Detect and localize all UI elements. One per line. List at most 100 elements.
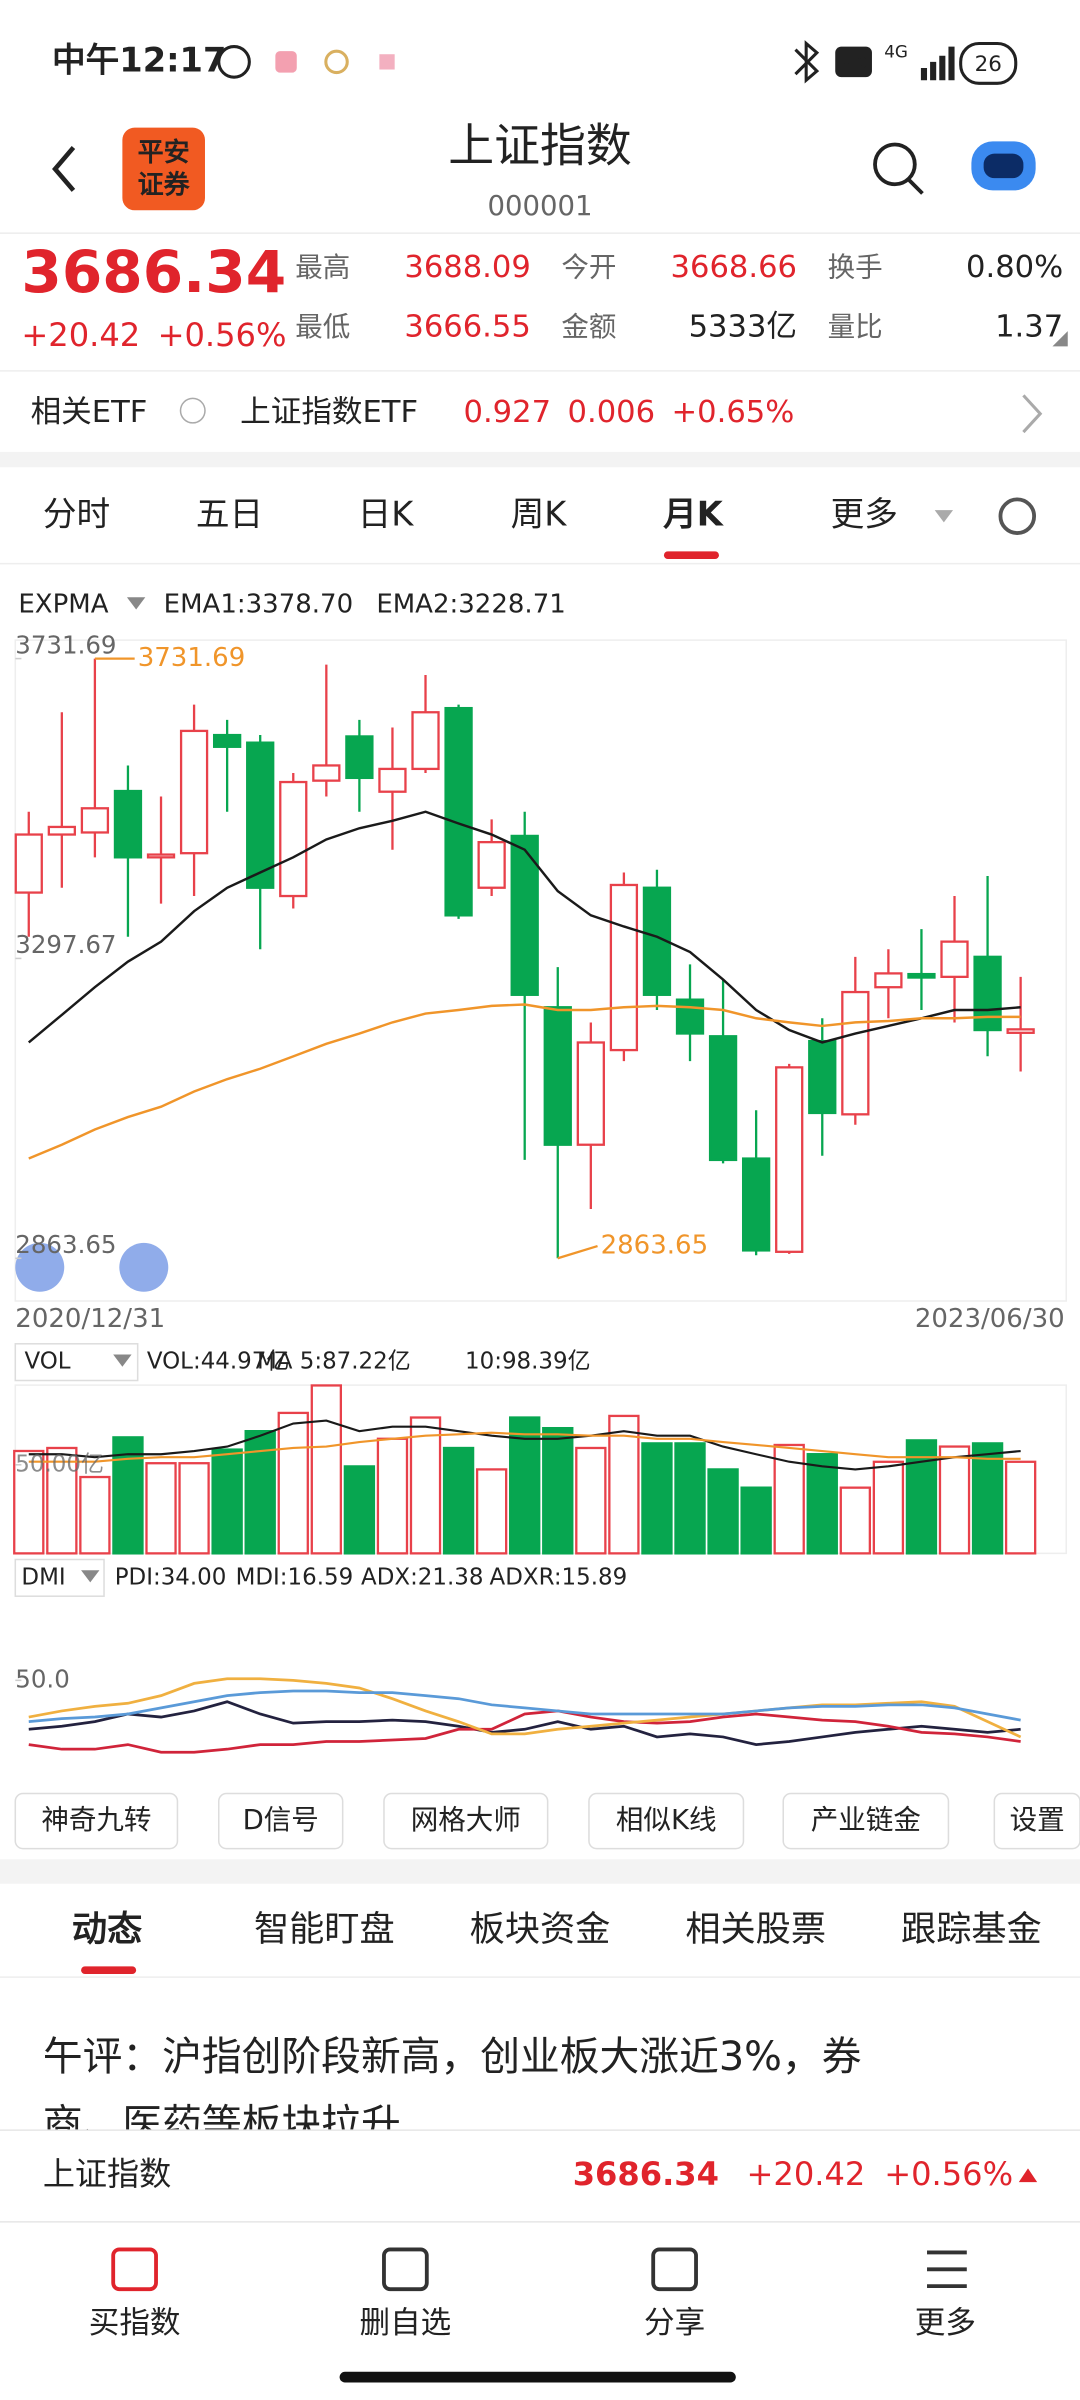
tool-button[interactable] xyxy=(14,1792,179,1850)
x-tick-label: 2023/06/30 xyxy=(915,1304,1065,1334)
back-button[interactable] xyxy=(52,146,76,192)
news-headline[interactable]: 午评：沪指创阶段新高，创业板大涨近3%，券 xyxy=(43,2034,862,2080)
stat-value: 1.37 xyxy=(995,310,1063,345)
tool-button[interactable] xyxy=(217,1792,344,1850)
footer-bg xyxy=(0,2130,1080,2400)
home-indicator xyxy=(339,2371,736,2383)
search-button[interactable] xyxy=(873,142,917,187)
indicator-line xyxy=(28,1677,1022,1739)
info-icon[interactable] xyxy=(179,397,206,424)
nav-label[interactable]: 删自选 xyxy=(360,2306,452,2341)
logo-text: 证券 xyxy=(138,170,191,200)
stat-label: 最低 xyxy=(295,311,350,343)
candle-body xyxy=(907,972,936,979)
nav-label[interactable]: 分享 xyxy=(644,2306,705,2341)
y-tick-label: 3297.67 xyxy=(15,930,116,959)
candle-body xyxy=(775,1066,804,1253)
news-tab[interactable]: 智能盯盘 xyxy=(254,1909,395,1950)
volume-bar xyxy=(740,1486,772,1555)
collapse-button[interactable] xyxy=(15,1242,65,1292)
legend-entry: ADX:21.38 xyxy=(361,1564,483,1590)
hd-label: HD xyxy=(840,52,868,72)
period-tab[interactable]: 更多 xyxy=(831,495,898,534)
legend-entry: ADXR:15.89 xyxy=(490,1564,628,1590)
legend-entry: MDI:16.59 xyxy=(236,1564,354,1590)
share-icon[interactable] xyxy=(651,2247,698,2292)
volume-bar xyxy=(905,1439,938,1555)
dmi-selector[interactable] xyxy=(14,1558,105,1597)
volume-bar xyxy=(310,1384,343,1555)
candle-body xyxy=(411,711,440,771)
fullscreen-button[interactable] xyxy=(119,1242,169,1292)
news-tab[interactable]: 相关股票 xyxy=(685,1909,826,1950)
candle-body xyxy=(973,955,1002,1032)
period-tab[interactable]: 周K xyxy=(511,495,568,534)
vol-selector[interactable] xyxy=(14,1343,139,1382)
volume-bar xyxy=(112,1436,144,1555)
settings-button[interactable] xyxy=(998,497,1037,535)
x-tick-label: 2020/12/31 xyxy=(15,1304,165,1334)
annotation-label: 3731.69 xyxy=(138,643,246,673)
indicator-title: VOL xyxy=(24,1349,70,1375)
indicator-line xyxy=(28,1709,1021,1754)
candle-body xyxy=(179,729,209,855)
period-tab[interactable]: 五日 xyxy=(196,495,263,534)
battery-icon xyxy=(959,41,1018,85)
stat-label: 今开 xyxy=(561,251,616,283)
remove-icon[interactable] xyxy=(382,2247,429,2292)
tool-label: 相似K线 xyxy=(616,1804,717,1836)
indicator-line xyxy=(27,810,1021,1044)
news-tab[interactable]: 跟踪基金 xyxy=(901,1909,1042,1950)
stat-label: 最高 xyxy=(295,251,350,283)
nav-label[interactable]: 更多 xyxy=(915,2306,976,2341)
period-tab[interactable]: 分时 xyxy=(43,495,110,534)
volume-bar xyxy=(277,1411,309,1555)
etf-price: 0.927 xyxy=(464,395,552,430)
period-tab[interactable]: 日K xyxy=(358,495,415,534)
ticker-price: 3686.34 xyxy=(573,2155,719,2193)
alarm-icon xyxy=(217,45,251,79)
volume-bar xyxy=(13,1449,45,1555)
etf-label: 相关ETF xyxy=(31,395,148,430)
candle-body xyxy=(80,807,110,834)
news-tab[interactable]: 动态 xyxy=(72,1909,142,1950)
volume-bar xyxy=(608,1414,640,1555)
dropdown-arrow[interactable] xyxy=(126,597,146,610)
tool-button[interactable] xyxy=(383,1792,549,1850)
nav-label[interactable]: 买指数 xyxy=(89,2306,181,2341)
volume-bar xyxy=(178,1462,210,1555)
candle-body xyxy=(576,1041,605,1146)
legend-entry: EMA1:3378.70 xyxy=(164,589,353,619)
app-icon xyxy=(275,51,297,73)
indicator-title: DMI xyxy=(21,1564,65,1590)
candle-body xyxy=(1006,1028,1035,1034)
indicator-line xyxy=(28,1003,1021,1160)
tool-button[interactable] xyxy=(782,1792,950,1850)
candle-body xyxy=(378,767,407,793)
stat-label: 金额 xyxy=(561,311,616,343)
legend-entry: EMA2:3228.71 xyxy=(376,589,565,619)
tool-button[interactable] xyxy=(588,1792,745,1850)
candle-body xyxy=(543,1006,572,1146)
volume-bar xyxy=(872,1460,905,1555)
legend-entry: 10:98.39亿 xyxy=(465,1349,591,1375)
more-icon[interactable] xyxy=(927,2250,967,2289)
candle-body xyxy=(312,764,341,782)
dropdown-arrow xyxy=(81,1570,100,1583)
tool-label: 神奇九转 xyxy=(41,1804,151,1836)
candle-body xyxy=(212,733,242,748)
annotation-label: 2863.65 xyxy=(601,1231,709,1261)
news-tab[interactable]: 板块资金 xyxy=(470,1909,611,1950)
etf-chevron[interactable] xyxy=(1022,394,1043,434)
buy-icon[interactable] xyxy=(111,2247,158,2292)
app-icon xyxy=(324,49,349,75)
period-tab[interactable]: 月K xyxy=(663,495,725,534)
volume-bar xyxy=(211,1448,243,1555)
price-change-pct: +0.56% xyxy=(158,316,287,354)
candle-body xyxy=(246,741,275,889)
tool-button[interactable] xyxy=(993,1792,1080,1850)
volume-bar xyxy=(376,1437,409,1555)
volume-bar xyxy=(839,1486,872,1555)
active-tab-indicator xyxy=(663,551,719,560)
indicator-line xyxy=(28,1689,1021,1724)
